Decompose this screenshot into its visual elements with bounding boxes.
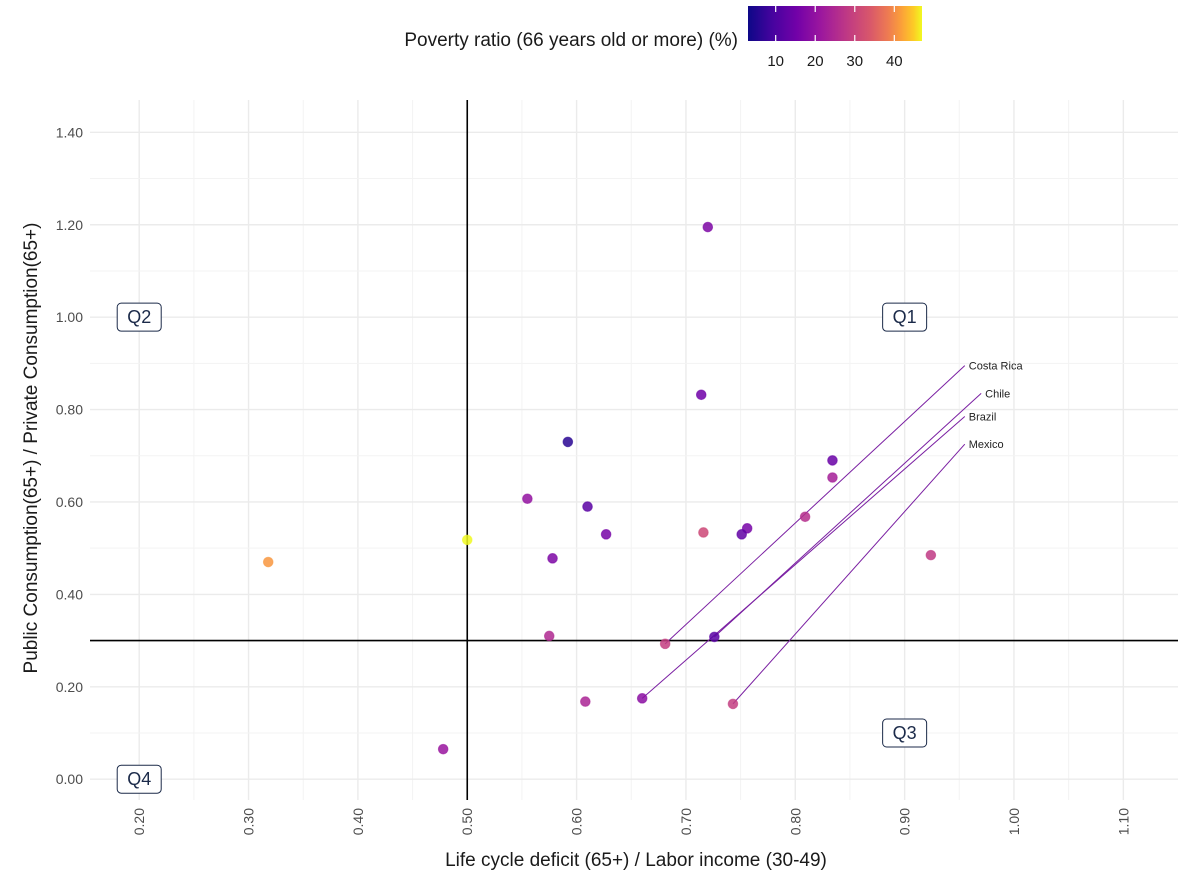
x-tick-label: 0.40	[350, 808, 366, 835]
x-tick-label: 1.00	[1006, 808, 1022, 835]
grid	[90, 100, 1178, 800]
data-point	[925, 549, 937, 561]
quadrant-label-q4: Q4	[116, 764, 162, 794]
data-point	[562, 436, 574, 448]
quadrant-label-q2: Q2	[116, 302, 162, 332]
quadrant-label-text: Q4	[127, 769, 151, 789]
data-point	[580, 696, 591, 707]
quadrant-label-box	[116, 302, 162, 332]
data-point	[698, 527, 709, 538]
annotation-leader-line	[664, 365, 966, 645]
x-tick-label: 0.80	[787, 808, 803, 835]
quadrant-label-q3: Q3	[882, 718, 928, 748]
data-point	[702, 221, 714, 233]
y-tick-label: 0.80	[56, 402, 83, 418]
y-tick-label: 0.20	[56, 679, 83, 695]
x-tick-label: 0.30	[241, 808, 257, 835]
data-point	[736, 529, 748, 540]
y-tick-label: 1.20	[56, 217, 83, 233]
y-axis-title: Public Consumption(65+) / Private Consum…	[21, 223, 42, 674]
y-tick-label: 0.60	[56, 494, 83, 510]
legend-tick-label: 30	[846, 53, 863, 70]
country-label: Chile	[985, 388, 1010, 400]
country-label: Mexico	[969, 439, 1004, 451]
legend-ticks: 10 20 30 40	[767, 6, 903, 70]
legend-tick-label: 20	[807, 53, 824, 70]
annotation-leader-line	[732, 443, 966, 705]
data-point	[437, 743, 449, 755]
quadrant-label-text: Q3	[893, 723, 917, 743]
quadrant-labels: Q1 Q2 Q3 Q4	[116, 302, 928, 794]
x-tick-label: 0.60	[569, 808, 585, 835]
data-point	[262, 556, 274, 568]
x-axis-ticks: 0.20 0.30 0.40 0.50 0.60 0.70 0.80 0.90 1.00 1.10	[131, 808, 1131, 835]
data-point	[582, 501, 593, 512]
legend-color-bar	[748, 6, 922, 41]
legend-title: Poverty ratio (66 years old or more) (%)	[404, 30, 738, 51]
x-tick-label: 0.20	[131, 808, 147, 835]
color-legend: Poverty ratio (66 years old or more) (%)…	[404, 6, 922, 70]
country-label: Costa Rica	[969, 361, 1024, 373]
data-point	[709, 631, 720, 643]
data-point	[547, 553, 558, 564]
data-point	[727, 698, 739, 710]
data-point	[461, 534, 473, 546]
x-tick-label: 0.50	[459, 808, 475, 835]
data-point	[827, 472, 838, 483]
legend-tick-label: 10	[767, 53, 784, 70]
data-point	[543, 630, 555, 642]
quadrant-label-text: Q1	[893, 307, 917, 327]
data-point	[827, 455, 838, 466]
legend-tick-label: 40	[886, 53, 903, 70]
annotation-lines	[641, 365, 982, 705]
y-tick-label: 1.40	[56, 124, 83, 140]
data-point	[636, 693, 648, 704]
quadrant-label-q1: Q1	[882, 302, 928, 332]
y-tick-label: 0.00	[56, 771, 83, 787]
country-label: Brazil	[969, 412, 997, 424]
quadrant-label-text: Q2	[127, 307, 151, 327]
data-point	[659, 638, 671, 650]
y-tick-label: 0.40	[56, 586, 83, 602]
x-tick-label: 0.90	[897, 808, 913, 835]
annotation-leader-line	[641, 416, 966, 699]
data-point	[522, 493, 533, 505]
quadrant-label-box	[116, 764, 162, 794]
x-axis-title: Life cycle deficit (65+) / Labor income …	[445, 850, 827, 871]
data-points	[262, 221, 937, 755]
x-tick-label: 1.10	[1115, 808, 1131, 835]
x-tick-label: 0.70	[678, 808, 694, 835]
quadrant-label-box	[882, 718, 928, 748]
data-point	[600, 529, 612, 540]
reference-lines	[90, 100, 1178, 800]
data-point	[799, 511, 811, 523]
quadrant-label-box	[882, 302, 928, 332]
y-axis-ticks: 0.00 0.20 0.40 0.60 0.80 1.00 1.20 1.40	[56, 124, 83, 787]
data-point	[695, 389, 707, 401]
y-tick-label: 1.00	[56, 309, 83, 325]
annotation-labels: Costa Rica Chile Brazil Mexico	[969, 361, 1024, 452]
